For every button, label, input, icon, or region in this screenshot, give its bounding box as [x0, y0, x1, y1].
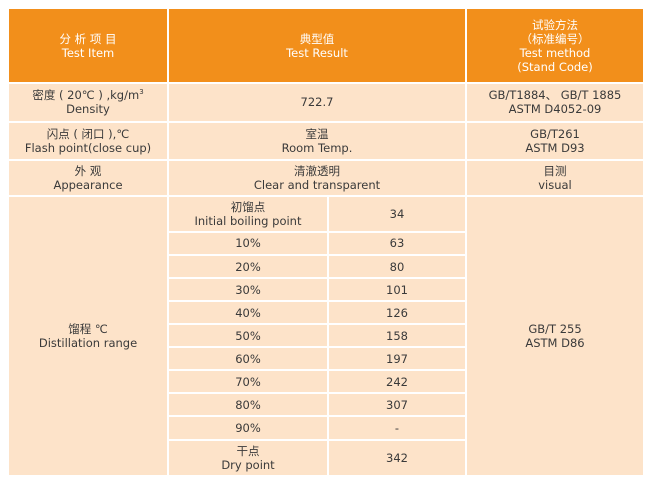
header-test-item: 分 析 项 目 Test Item: [9, 9, 167, 83]
header-test-result: 典型值 Test Result: [169, 9, 465, 83]
density-method: GB/T1884、 GB/T 1885 ASTM D4052-09: [467, 84, 643, 121]
distillation-row: 10% 63: [9, 232, 643, 255]
distillation-row: 60% 197: [9, 348, 643, 370]
distillation-row-dry-point: 干点 Dry point 342: [9, 440, 643, 475]
distillation-temp-value: 101: [329, 279, 465, 301]
density-label: 密度 ( 20℃ ) ,kg/m3 Density: [9, 84, 167, 121]
distillation-percent-label: 30%: [169, 279, 327, 301]
row-flash-point: 闪点 ( 闭口 ),℃ Flash point(close cup) 室温 Ro…: [9, 122, 643, 160]
distillation-percent-label: 50%: [169, 325, 327, 347]
flash-value: 室温 Room Temp.: [169, 122, 465, 160]
distillation-temp-value: 63: [329, 232, 465, 255]
distillation-temp-value: 80: [329, 256, 465, 278]
distillation-row: 80% 307: [9, 394, 643, 416]
flash-method: GB/T261 ASTM D93: [467, 122, 643, 160]
distillation-method: GB/T 255 ASTM D86: [467, 196, 643, 475]
distillation-temp-value: 242: [329, 371, 465, 393]
header-row: 分 析 项 目 Test Item 典型值 Test Result 试验方法 （…: [9, 9, 643, 83]
spec-table: 分 析 项 目 Test Item 典型值 Test Result 试验方法 （…: [7, 7, 645, 477]
density-value: 722.7: [169, 84, 465, 121]
distillation-percent-label: 60%: [169, 348, 327, 370]
distillation-temp-value: 197: [329, 348, 465, 370]
distillation-row: 40% 126: [9, 302, 643, 324]
distillation-percent-label: 70%: [169, 371, 327, 393]
appearance-value: 清澈透明 Clear and transparent: [169, 161, 465, 195]
dry-point-label: 干点 Dry point: [169, 440, 327, 475]
distillation-row: 90% -: [9, 417, 643, 439]
distillation-percent-label: 90%: [169, 417, 327, 439]
distillation-percent-label: 20%: [169, 256, 327, 278]
header-test-method: 试验方法 （标准编号） Test method (Stand Code): [467, 9, 643, 83]
distillation-temp-value: -: [329, 417, 465, 439]
distillation-temp-value: 126: [329, 302, 465, 324]
appearance-label: 外 观 Appearance: [9, 161, 167, 195]
dry-point-value: 342: [329, 440, 465, 475]
distillation-row-ibp: 馏程 ℃ Distillation range 初馏点 Initial boil…: [9, 196, 643, 475]
distillation-row: 70% 242: [9, 371, 643, 393]
distillation-percent-label: 40%: [169, 302, 327, 324]
appearance-method: 目测 visual: [467, 161, 643, 195]
distillation-percent-label: 10%: [169, 232, 327, 255]
row-density: 密度 ( 20℃ ) ,kg/m3 Density 722.7 GB/T1884…: [9, 84, 643, 121]
distillation-percent-label: 80%: [169, 394, 327, 416]
distillation-row: 50% 158: [9, 325, 643, 347]
distillation-temp-value: 158: [329, 325, 465, 347]
distillation-temp-value: 307: [329, 394, 465, 416]
distillation-label: 馏程 ℃ Distillation range: [9, 196, 167, 475]
ibp-value: 34: [329, 196, 465, 231]
distillation-row: 20% 80: [9, 256, 643, 278]
flash-label: 闪点 ( 闭口 ),℃ Flash point(close cup): [9, 122, 167, 160]
distillation-row: 30% 101: [9, 279, 643, 301]
ibp-label: 初馏点 Initial boiling point: [169, 196, 327, 231]
row-appearance: 外 观 Appearance 清澈透明 Clear and transparen…: [9, 161, 643, 195]
